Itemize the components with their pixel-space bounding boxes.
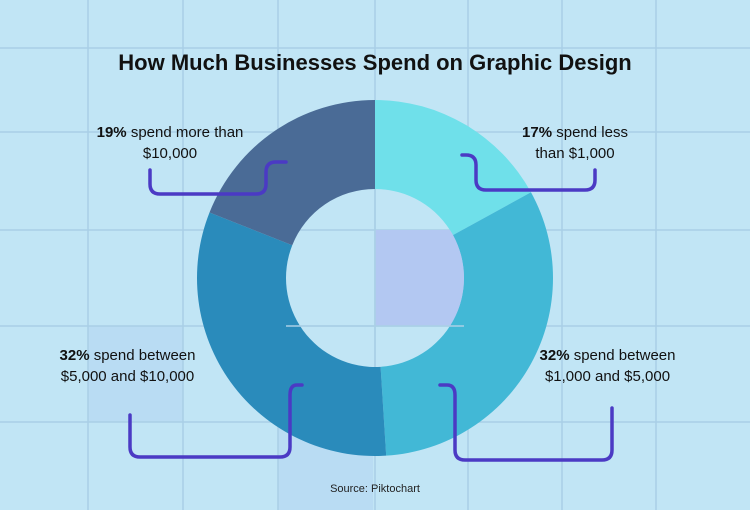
connector-line-3 (438, 383, 614, 462)
donut-slice-17pct-0 (375, 100, 531, 236)
donut-slices (197, 100, 553, 456)
chart-title: How Much Businesses Spend on Graphic Des… (118, 50, 632, 75)
donut-slice-32pct-2 (197, 212, 387, 456)
label-more-than-10000: 19% spend more than $10,000 (96, 124, 244, 162)
connector-line-2 (128, 383, 304, 459)
donut-slice-19pct-3 (209, 100, 375, 246)
hole-highlight (375, 230, 464, 326)
highlight-square (88, 326, 183, 422)
connector-line-0 (148, 160, 288, 196)
label-1000-5000: 32% spend between $1,000 and $5,000 (539, 347, 676, 385)
label-5000-10000: 32% spend between $5,000 and $10,000 (59, 347, 196, 385)
label-less-than-1000: 17% spend less than $1,000 (522, 124, 628, 162)
donut-slice-32pct-1 (380, 192, 553, 456)
connectors (128, 153, 614, 462)
connector-line-1 (460, 153, 597, 192)
source-note: Source: Piktochart (330, 483, 420, 495)
